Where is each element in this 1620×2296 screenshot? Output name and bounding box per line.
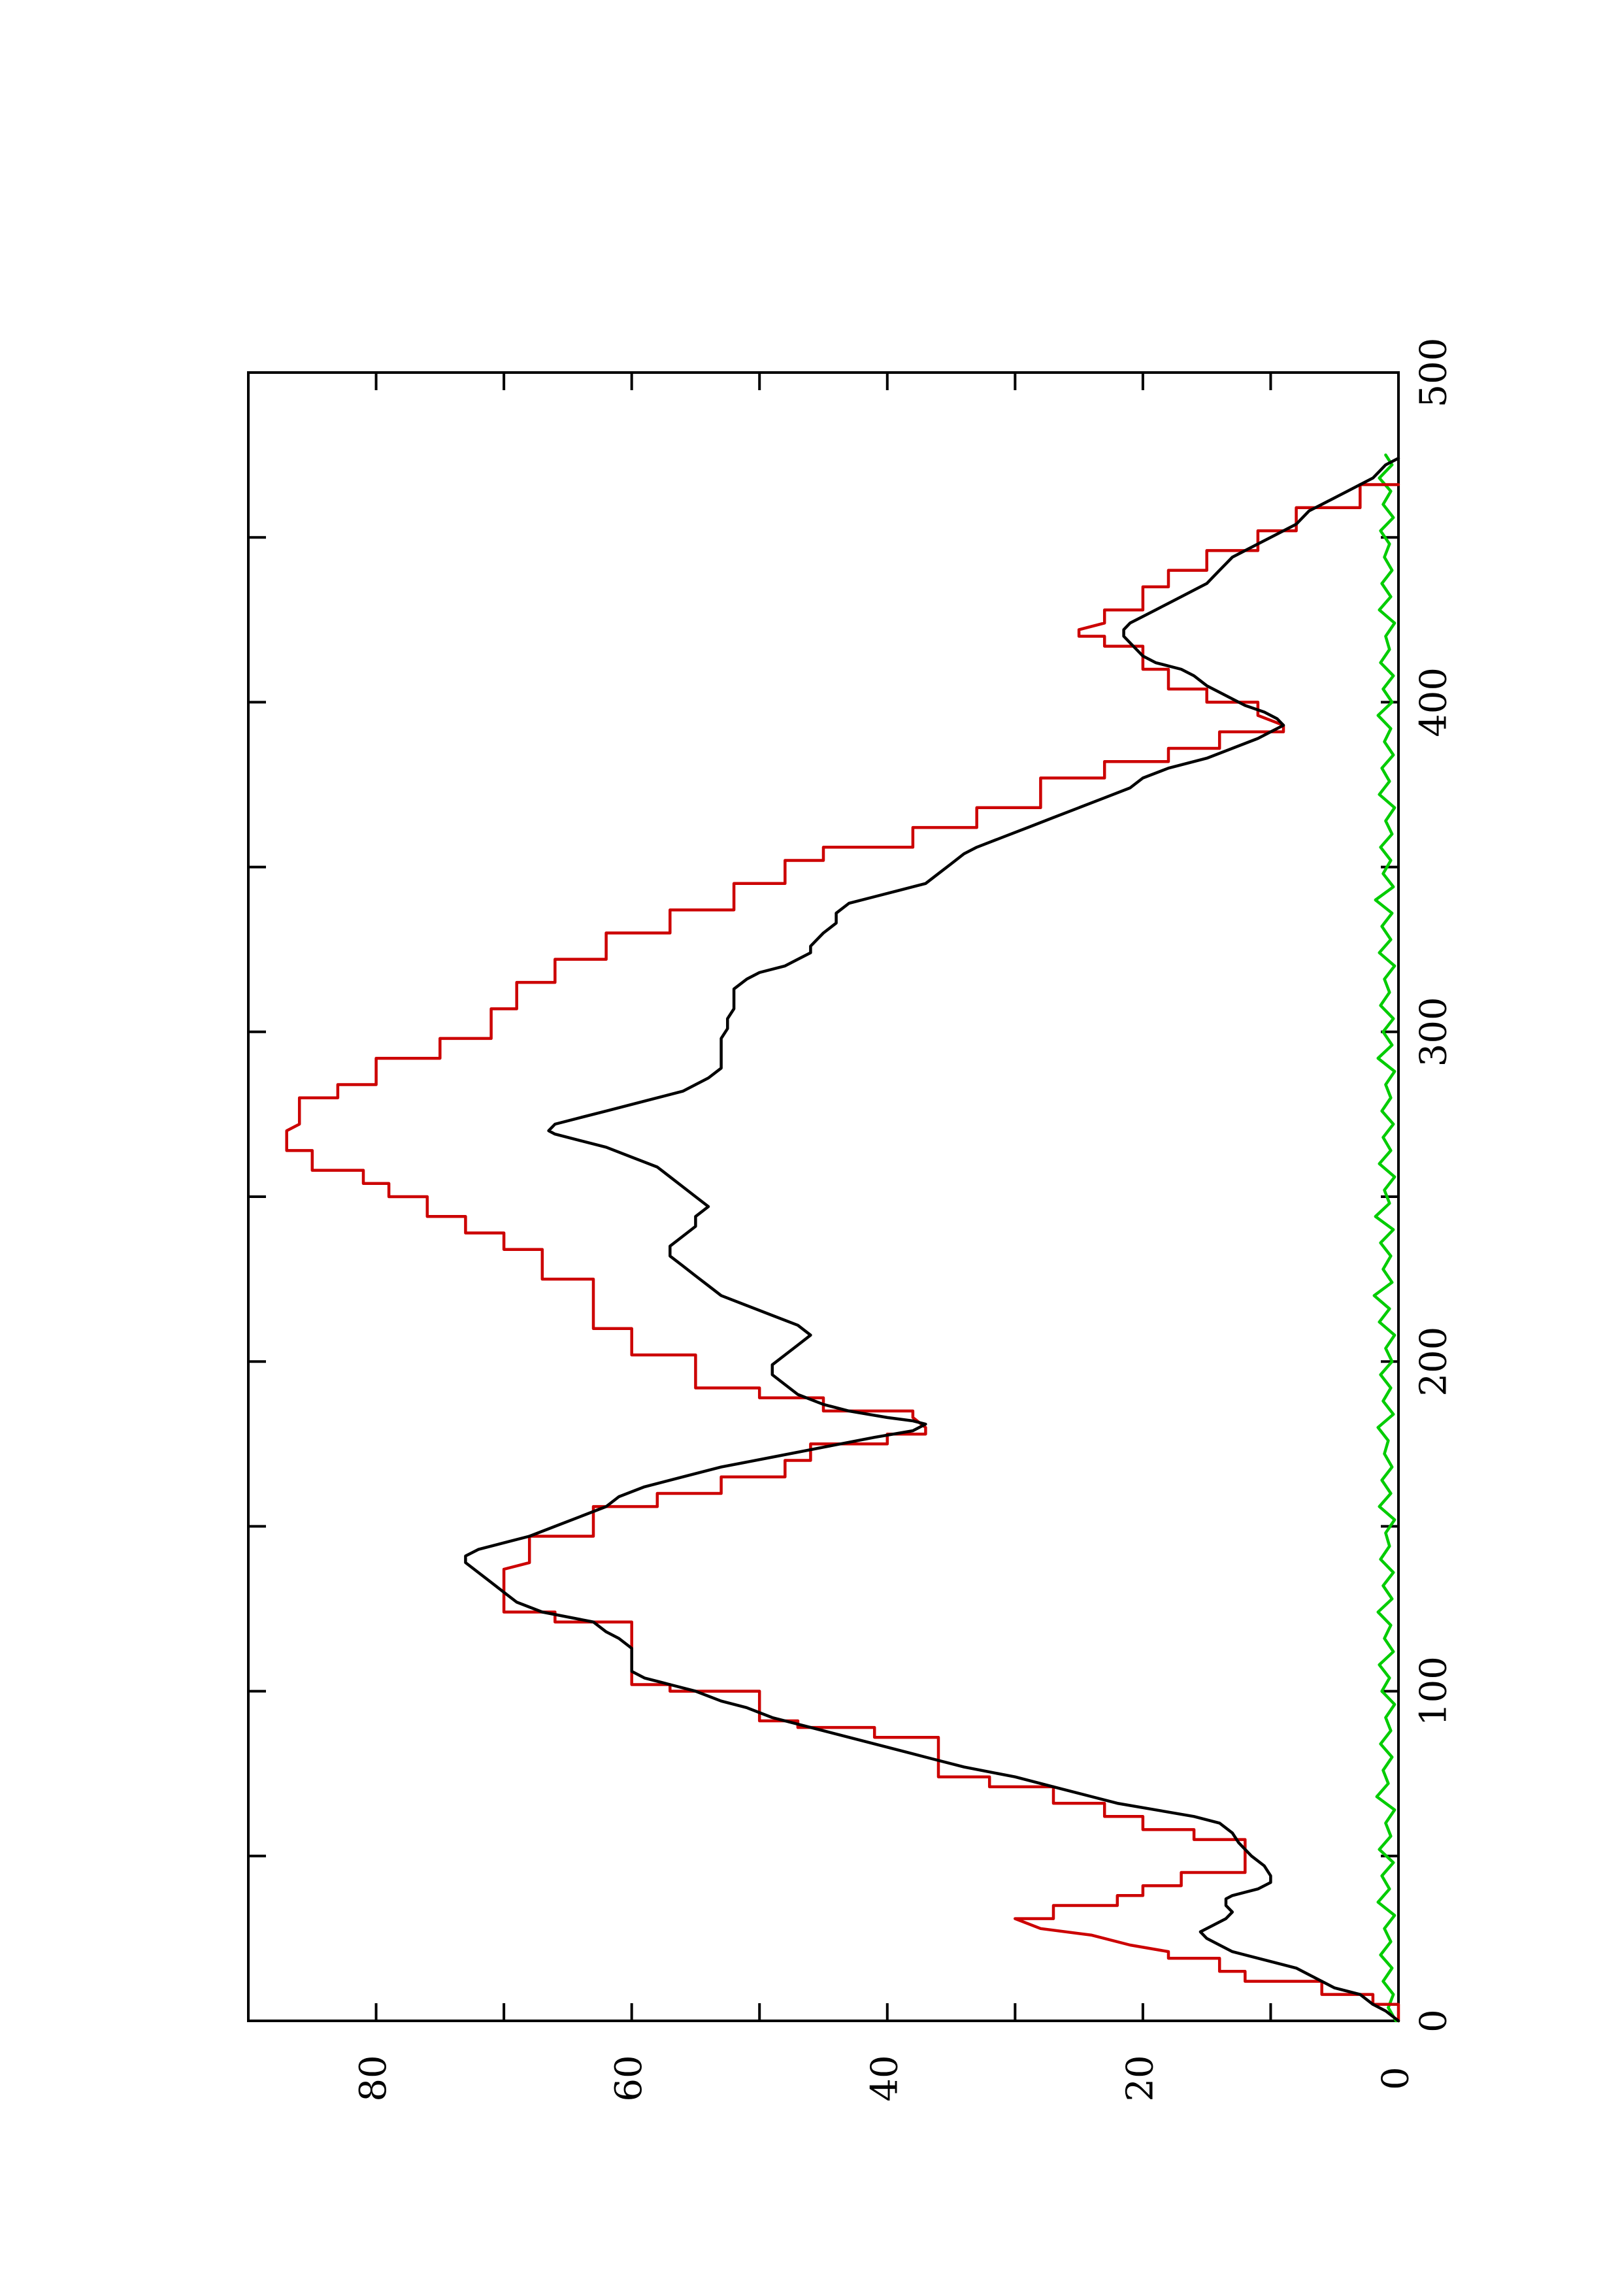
series-line-2 <box>464 456 1400 2023</box>
y-tick-label: 0 <box>1375 2067 1417 2090</box>
x-tick-label: 0 <box>1413 2009 1455 2033</box>
x-tick-label: 400 <box>1413 667 1455 737</box>
x-tick-label: 300 <box>1413 997 1455 1067</box>
x-tick-label: 500 <box>1413 338 1455 408</box>
series-line-3 <box>1372 453 1398 2023</box>
x-tick-label: 100 <box>1413 1656 1455 1726</box>
y-tick-label: 40 <box>863 2055 906 2101</box>
y-tick-label: 60 <box>608 2055 650 2101</box>
series-lines <box>285 453 1400 2023</box>
tick-labels: 0 100 200 300 400 500 0 20 40 60 80 <box>352 338 1455 2102</box>
y-tick-label: 20 <box>1119 2055 1161 2101</box>
axis-ticks <box>248 373 1398 2021</box>
y-tick-label: 80 <box>352 2055 395 2101</box>
x-tick-label: 200 <box>1413 1327 1455 1397</box>
series-line-1 <box>285 483 1400 2023</box>
